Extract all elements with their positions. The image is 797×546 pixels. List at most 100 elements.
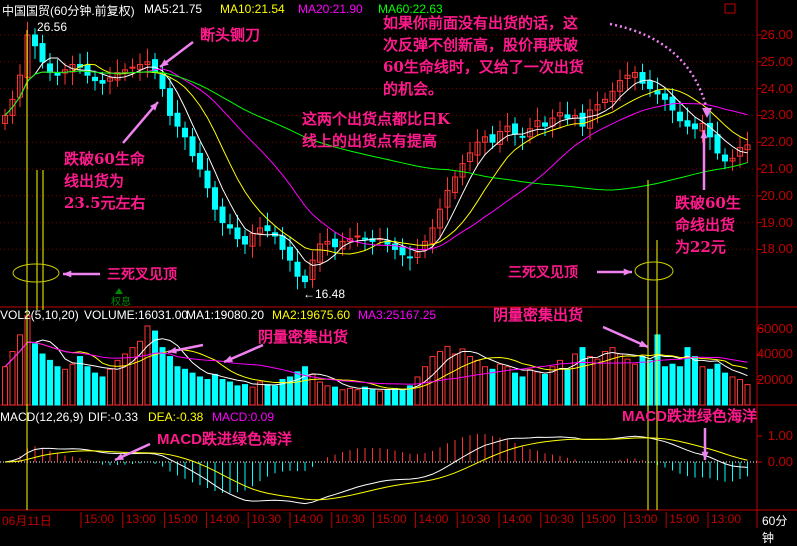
annotation-left-break: 跌破60生命 线出货为 23.5元左右 <box>64 150 146 212</box>
volume-bar <box>744 384 751 406</box>
price-tick-label: 25.00 <box>760 53 793 69</box>
annotation-death-cross-left: 三死叉见顶 <box>107 267 177 283</box>
candle-body <box>714 134 721 154</box>
candle-body <box>144 61 151 65</box>
candle-body <box>167 88 173 116</box>
volume-bar <box>317 381 323 406</box>
volume-bar <box>384 389 391 406</box>
high-label: 26.56 <box>37 20 68 34</box>
annotation-vol-right: 阴量密集出货 <box>493 306 584 324</box>
volume-bar <box>17 334 23 406</box>
candle-body <box>579 112 586 127</box>
candle-body <box>437 208 443 229</box>
candle-body <box>324 240 331 245</box>
candle-body <box>534 120 541 128</box>
volume-bar <box>144 325 151 406</box>
candle-body <box>587 109 593 129</box>
candle-body <box>557 112 563 117</box>
volume-bar <box>137 340 143 406</box>
volume-bar <box>219 379 226 406</box>
header-title: 中国国贸(60分钟.前复权) <box>2 4 135 18</box>
volume-bar <box>467 356 473 406</box>
candle-body <box>227 224 233 229</box>
arrow-head-icon <box>639 340 648 347</box>
volume-bar <box>92 372 98 406</box>
ma60-label: MA60:22.63 <box>378 2 443 16</box>
x-tick-label: 14:00 <box>209 512 240 526</box>
volume-bar <box>287 376 293 406</box>
candle-body <box>242 236 248 245</box>
volume-bar <box>707 368 713 406</box>
candle-body <box>317 243 323 263</box>
candle-body <box>69 63 76 73</box>
candle-body <box>542 122 548 127</box>
candle-body <box>497 130 503 145</box>
volume-bar <box>722 372 728 406</box>
x-tick-label: 06月11日 <box>2 514 52 528</box>
volume-bar <box>624 358 631 406</box>
vol-ma2-line <box>4 341 748 390</box>
x-tick-label: 10:30 <box>251 512 282 526</box>
annotation-death-cross-right: 三死叉见顶 <box>508 265 578 281</box>
arrow-head-icon <box>115 453 124 460</box>
period-label[interactable]: 60分钟 <box>762 512 797 546</box>
annotation-knife: 断头铡刀 <box>200 26 261 44</box>
candle-body <box>699 122 706 132</box>
death-cross-ellipse <box>634 261 674 281</box>
x-tick-label: 15:00 <box>585 512 616 526</box>
volume-bar <box>279 379 286 406</box>
arrow-head-icon <box>168 346 177 354</box>
candle-body <box>62 69 68 74</box>
candle-body <box>594 104 601 111</box>
volume-bar <box>62 368 68 406</box>
candle-body <box>287 246 293 261</box>
candle-body <box>219 206 226 224</box>
candle-body <box>392 243 398 250</box>
candle-body <box>414 251 421 258</box>
candle-body <box>32 34 38 47</box>
volume-bar <box>504 366 511 406</box>
volume-bar <box>249 386 256 406</box>
macd-dea: DEA:-0.38 <box>148 410 204 424</box>
candle-body <box>654 90 661 95</box>
x-tick-label: 15:00 <box>376 512 407 526</box>
candle-body <box>692 123 698 130</box>
volume-bar <box>669 363 676 406</box>
price-tick-label: 21.00 <box>760 161 793 176</box>
ex-right-marker[interactable]: 权息 <box>111 297 131 308</box>
volume-bar <box>677 366 683 406</box>
dotted-arrow <box>609 22 709 111</box>
candle-body <box>744 144 751 151</box>
candle-body <box>662 93 668 100</box>
volume-bar <box>474 359 481 406</box>
macd-tick-label: 1.00 <box>767 428 793 443</box>
volume-bar <box>699 366 706 406</box>
volume-bar <box>99 376 106 406</box>
x-tick-label: 15:00 <box>167 512 198 526</box>
price-tick-label: 20.00 <box>760 187 793 203</box>
candle-body <box>332 238 338 248</box>
ma60-line <box>4 70 748 191</box>
volume-bar <box>639 356 646 406</box>
volume-bar <box>632 363 638 406</box>
volume-bar <box>579 347 586 406</box>
volume-bar <box>114 359 121 406</box>
volume-bar <box>392 387 398 406</box>
x-tick-label: 15:00 <box>84 512 115 526</box>
candle-body <box>459 163 466 178</box>
candle-body <box>482 136 488 143</box>
volume-bar <box>159 347 166 406</box>
volume-bar <box>129 347 136 406</box>
candle-body <box>204 170 211 189</box>
ma5-line <box>4 57 748 267</box>
candle-body <box>47 63 53 74</box>
dif-line <box>4 435 748 505</box>
volume-bar <box>332 386 338 406</box>
volume-bar <box>69 363 76 406</box>
annotation-macd-left: MACD跌进绿色海洋 <box>157 431 292 448</box>
candle-body <box>99 80 106 84</box>
dea-line <box>4 437 748 501</box>
candle-body <box>722 154 728 162</box>
candle-body <box>617 80 623 92</box>
volume-bar <box>617 353 623 406</box>
